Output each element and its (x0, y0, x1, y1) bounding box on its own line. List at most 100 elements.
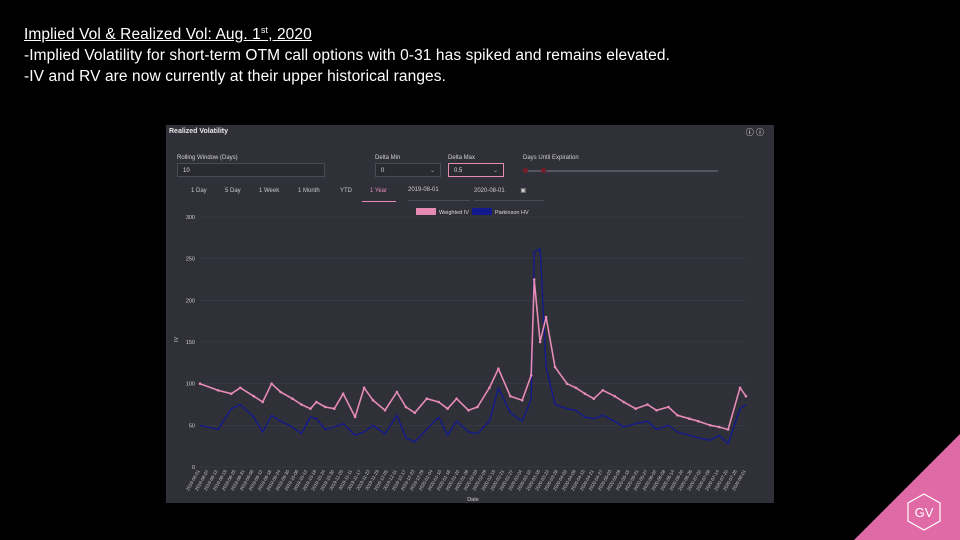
days-until-expiration-label: Days Until Expiration (523, 155, 579, 161)
tab-1-day[interactable]: 1 Day (191, 188, 207, 194)
days-slider-track[interactable] (523, 170, 718, 172)
slide-title: Implied Vol & Realized Vol: Aug. 1st, 20… (24, 25, 312, 44)
weighted-iv-point (726, 428, 730, 431)
weighted-iv-point (688, 417, 691, 420)
y-tick-label: 100 (186, 382, 195, 388)
weighted-iv-point (529, 374, 533, 377)
weighted-iv-point (198, 382, 202, 385)
weighted-iv-point (538, 340, 542, 344)
weighted-iv-point (261, 400, 264, 404)
help-icon[interactable]: ⓘ (756, 128, 764, 137)
weighted-iv-point (455, 397, 458, 400)
chart-background (166, 205, 774, 503)
rolling-window-input[interactable]: 10 (177, 163, 325, 177)
y-tick-label: 0 (192, 465, 195, 471)
weighted-iv-point (601, 389, 605, 392)
date-from-input[interactable]: 2019-08-01 (408, 187, 470, 201)
weighted-iv-point (592, 397, 596, 400)
active-tab-indicator (362, 201, 396, 202)
weighted-iv-point (413, 411, 417, 415)
weighted-iv-point (622, 400, 625, 404)
parkinson-hv-line (199, 248, 747, 445)
weighted-iv-point (467, 409, 470, 412)
weighted-iv-point (353, 415, 357, 419)
tab-ytd[interactable]: YTD (340, 188, 352, 194)
rolling-window-label: Rolling Window (Days) (177, 155, 238, 161)
delta-min-select[interactable]: 0 ⌄ (375, 163, 441, 177)
days-slider-handle-max[interactable] (541, 168, 546, 173)
y-tick-label: 200 (186, 298, 195, 304)
delta-max-select[interactable]: 0.5 ⌄ (448, 163, 504, 177)
date-to-input[interactable]: 2020-08-01 ▣ (474, 187, 544, 201)
weighted-iv-point (341, 392, 345, 395)
calendar-icon: ▣ (520, 188, 527, 194)
weighted-iv-point (717, 425, 721, 429)
weighted-iv-point (544, 315, 548, 319)
weighted-iv-point (333, 407, 336, 410)
weighted-iv-point (667, 405, 670, 409)
weighted-iv-point (646, 403, 649, 406)
tab-5-day[interactable]: 5 Day (225, 188, 241, 194)
weighted-iv-point (300, 403, 303, 406)
weighted-iv-point (676, 414, 679, 417)
weighted-iv-point (476, 405, 479, 409)
weighted-iv-point (395, 390, 399, 394)
weighted-iv-point (553, 365, 557, 369)
y-tick-label: 150 (186, 340, 195, 346)
weighted-iv-point (708, 424, 712, 427)
weighted-iv-point (497, 367, 500, 370)
y-tick-label: 50 (189, 423, 195, 429)
chevron-down-icon: ⌄ (429, 168, 435, 174)
weighted-iv-line (199, 278, 747, 431)
weighted-iv-point (315, 400, 318, 404)
legend-swatch (472, 208, 492, 215)
weighted-iv-point (324, 405, 327, 409)
weighted-iv-point (437, 400, 441, 404)
weighted-iv-point (697, 419, 700, 423)
slide-header: Implied Vol & Realized Vol: Aug. 1st, 20… (24, 20, 670, 87)
weighted-iv-point (371, 399, 375, 402)
weighted-iv-point (425, 397, 429, 400)
panel-icons: ⓘ ⓘ (746, 127, 764, 138)
weighted-iv-point (446, 407, 449, 410)
gv-logo-icon (907, 493, 941, 531)
weighted-iv-point (404, 405, 408, 409)
slide-bullet-1: -Implied Volatility for short-term OTM c… (24, 47, 671, 65)
brand-corner: GV (854, 434, 960, 540)
weighted-iv-point (520, 399, 524, 402)
tab-1-week[interactable]: 1 Week (259, 188, 280, 194)
weighted-iv-point (383, 409, 387, 412)
tab-1-year[interactable]: 1 Year (370, 188, 388, 194)
legend-label: Parkinson HV (495, 210, 529, 216)
weighted-iv-point (216, 389, 220, 392)
y-tick-label: 300 (186, 215, 195, 221)
slide-bullet-2: -IV and RV are now currently at their up… (24, 68, 447, 86)
weighted-iv-point (744, 394, 748, 398)
gv-logo-text: GV (915, 505, 934, 520)
y-axis-label: IV (174, 336, 180, 342)
tab-1-month[interactable]: 1 Month (298, 188, 320, 194)
weighted-iv-point (252, 394, 255, 398)
weighted-iv-point (362, 386, 366, 390)
weighted-iv-point (574, 386, 578, 390)
legend-label: Weighted IV (439, 210, 469, 216)
corner-triangle (854, 434, 960, 540)
weighted-iv-point (509, 394, 512, 398)
weighted-iv-point (488, 386, 491, 390)
panel-title: Realized Volatility (169, 128, 228, 135)
volatility-chart: Weighted IV Parkinson HV 0 50 100 150 200 250 30… (166, 205, 774, 503)
y-tick-label: 250 (186, 257, 195, 263)
delta-max-label: Delta Max (448, 155, 476, 161)
weighted-iv-point (655, 409, 658, 412)
weighted-iv-point (738, 386, 742, 390)
weighted-iv-point (583, 392, 587, 395)
weighted-iv-point (279, 390, 282, 394)
weighted-iv-point (565, 382, 569, 385)
weighted-iv-point (309, 407, 312, 410)
weighted-iv-point (634, 407, 637, 410)
weighted-iv-point (532, 278, 536, 281)
days-slider-handle-min[interactable] (523, 168, 528, 173)
delta-min-label: Delta Min (375, 155, 401, 161)
info-icon[interactable]: ⓘ (745, 128, 754, 137)
x-axis-label: Date (467, 497, 479, 503)
